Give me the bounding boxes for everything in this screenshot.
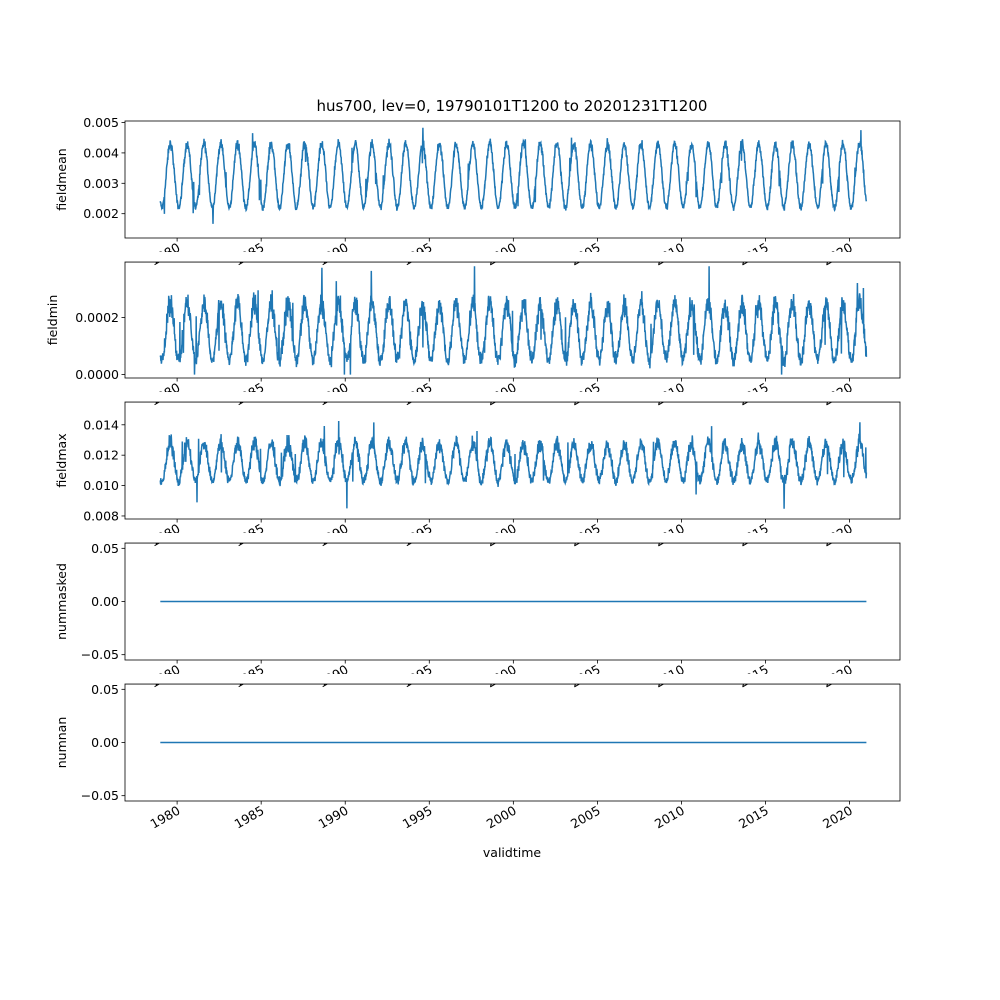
x-tick-label: 2010 [652, 803, 687, 832]
series-line-fieldmin [159, 266, 868, 375]
y-axis-label: fieldmean [54, 148, 69, 210]
x-tick-label: 2015 [736, 803, 771, 832]
y-tick-label: 0.05 [91, 541, 119, 556]
series-line-fieldmean [159, 127, 868, 224]
panel-fieldmax: 0.0080.0100.0120.01419801985199019952000… [54, 401, 901, 550]
x-tick-label: 1980 [148, 803, 183, 832]
axes-frame [124, 120, 901, 239]
y-tick-label: 0.00 [91, 594, 119, 609]
x-tick-label: 1985 [232, 803, 267, 832]
y-tick-label: 0.00 [91, 735, 119, 750]
y-tick-label: 0.010 [83, 478, 119, 493]
y-tick-label: 0.003 [83, 176, 119, 191]
y-tick-label: 0.004 [83, 145, 119, 160]
x-axis-label: validtime [483, 845, 541, 860]
overlap-mask [125, 252, 900, 262]
overlap-mask [125, 674, 900, 684]
y-tick-label: 0.012 [83, 448, 119, 463]
x-tick-label: 2005 [568, 803, 603, 832]
x-tick-label: 2000 [484, 803, 519, 832]
overlap-mask [125, 533, 900, 543]
x-tick-label: 1990 [316, 803, 351, 832]
x-tick-label: 2020 [820, 803, 855, 832]
panel-fieldmin: 0.00000.00021980198519901995200020052010… [45, 261, 901, 409]
y-tick-label: 0.005 [83, 115, 119, 130]
chart-title: hus700, lev=0, 19790101T1200 to 20201231… [317, 97, 708, 115]
y-tick-label: 0.05 [91, 682, 119, 697]
y-tick-label: −0.05 [81, 647, 119, 662]
x-tick-label: 1995 [400, 803, 435, 832]
y-tick-label: −0.05 [81, 788, 119, 803]
series-line-fieldmax [159, 420, 868, 509]
panel-nummasked: −0.050.000.05198019851990199520002005201… [54, 541, 901, 691]
overlap-mask [125, 392, 900, 402]
y-axis-label: numnan [54, 717, 69, 769]
y-tick-label: 0.014 [83, 417, 119, 432]
panel-numnan: −0.05 0.00 0.05 1980 1985 1990 1995 2000 2005 201… [54, 682, 901, 832]
y-tick-label: 0.0000 [75, 367, 119, 382]
y-tick-label: 0.002 [83, 206, 119, 221]
y-axis-label: fieldmin [45, 295, 60, 346]
y-tick-label: 0.008 [83, 508, 119, 523]
y-axis-label: fieldmax [54, 433, 69, 487]
y-tick-label: 0.0002 [75, 310, 119, 325]
panel-fieldmean: 0.0020.0030.0040.00519801985199019952000… [54, 115, 901, 269]
y-axis-label: nummasked [54, 563, 69, 640]
